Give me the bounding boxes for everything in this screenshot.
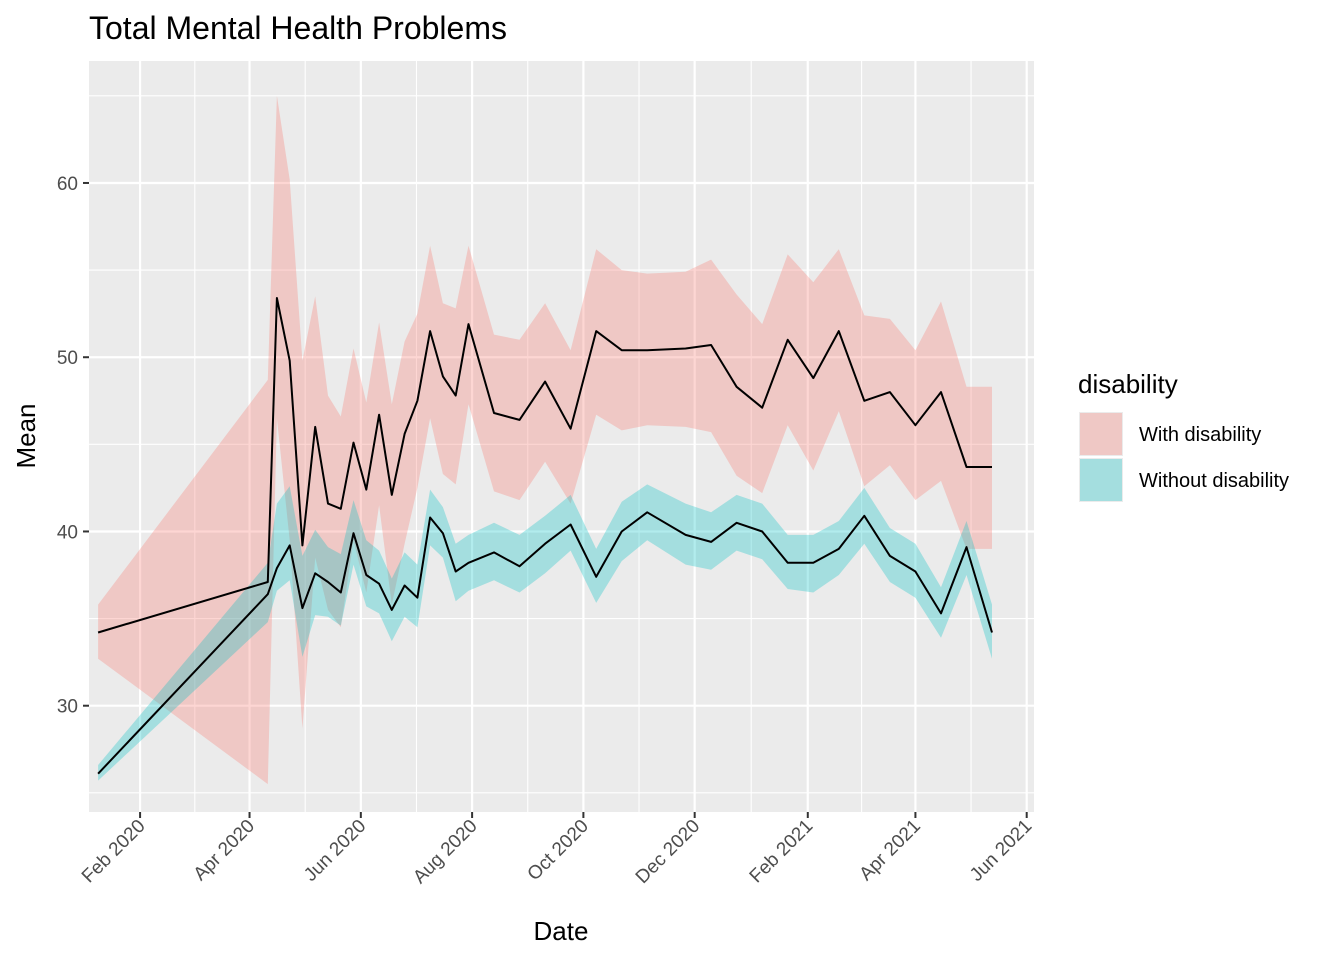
y-tick-label: 40 <box>57 522 78 543</box>
x-tick-label: Apr 2021 <box>856 816 925 885</box>
mean-lines <box>97 297 993 775</box>
x-tick-label: Feb 2021 <box>746 816 818 888</box>
x-tick-label: Aug 2020 <box>409 816 481 888</box>
legend-key-swatch <box>1080 459 1122 501</box>
legend-title: disability <box>1078 369 1178 399</box>
ribbons <box>98 95 993 785</box>
plot-panel <box>89 61 1034 812</box>
legend-label: Without disability <box>1139 470 1289 492</box>
chart-title: Total Mental Health Problems <box>89 10 507 46</box>
x-tick-label: Feb 2020 <box>78 816 150 888</box>
legend: disability With disability Without disabi… <box>1078 369 1289 502</box>
legend-key-bg <box>1079 412 1123 456</box>
y-tick-label: 60 <box>57 174 78 195</box>
x-tick-label: Jun 2020 <box>300 816 370 886</box>
legend-key-swatch <box>1080 413 1122 455</box>
x-tick-label: Apr 2020 <box>190 816 259 885</box>
mean-line-series-1 <box>97 297 992 634</box>
legend-key-bg <box>1079 458 1123 502</box>
y-tick-label: 50 <box>57 348 78 369</box>
x-tick-label: Dec 2020 <box>632 816 704 888</box>
x-axis-title: Date <box>534 916 589 946</box>
mean-line-series-2 <box>97 511 993 775</box>
x-tick-label: Oct 2020 <box>524 816 593 885</box>
y-tick-label: 30 <box>57 697 78 718</box>
x-axis: Feb 2020 Apr 2020 Jun 2020 Aug 2020 Oct 2020… <box>78 812 1036 888</box>
ribbon-series-1 <box>98 95 993 785</box>
y-axis: 30 40 50 60 <box>57 174 89 718</box>
grid-minor <box>89 61 1034 812</box>
y-axis-title: Mean <box>11 403 41 468</box>
ribbon-series-2 <box>98 484 993 781</box>
x-tick-label: Jun 2021 <box>966 816 1036 886</box>
legend-label: With disability <box>1139 424 1261 446</box>
